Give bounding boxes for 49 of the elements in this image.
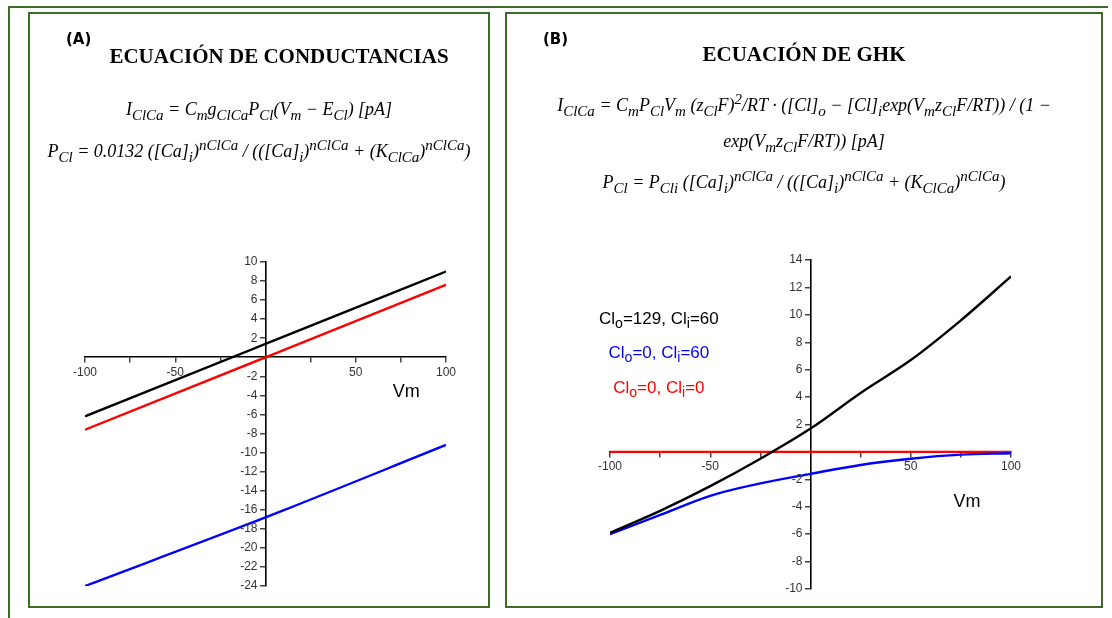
y-tick-label: -4 [791, 499, 803, 514]
chart-title: ECUACIÓN DE GHK [702, 42, 906, 66]
y-tick-label: -22 [240, 559, 258, 574]
y-tick-label: -24 [240, 578, 258, 593]
y-tick-label: -8 [246, 425, 258, 440]
text: Cl$_{o}$=0, Cl$_{i}$=60 [607, 342, 711, 368]
x-tick-label: 50 [904, 459, 918, 474]
x-tick-label: -50 [166, 364, 185, 379]
y-tick-label: -10 [785, 581, 803, 596]
y-tick-label: 12 [789, 279, 803, 294]
y-tick-label: -10 [240, 444, 258, 459]
y-tick-label: -20 [240, 540, 258, 555]
text: Cl$_{o}$=129, Cl$_{i}$=60 [599, 308, 719, 334]
y-tick-label: 10 [244, 254, 258, 269]
x-tick-label: -50 [701, 459, 720, 474]
text: P$_{Cl}$ = 0.0132 ([Ca]$_{i}$)$^{nClCa}$ / (([Ca]$_{i}$)$^{nClCa}$ + (K$_{ClCa}$)$^{nClCa}$) [47, 136, 471, 165]
text: (B) [543, 30, 569, 48]
y-tick-label: 14 [789, 252, 803, 267]
y-tick-label: 8 [250, 273, 258, 288]
x-axis-title: Vm [392, 381, 420, 402]
y-tick-label: -8 [791, 553, 803, 568]
x-tick-label: 50 [349, 364, 363, 379]
y-tick-label: -2 [246, 368, 258, 383]
text: (A) [66, 30, 92, 48]
y-tick-label: 8 [795, 334, 803, 349]
y-tick-label: 6 [795, 361, 803, 376]
y-tick-label: -12 [240, 463, 258, 478]
y-tick-label: 6 [250, 292, 258, 307]
x-tick-label: 100 [1000, 459, 1022, 474]
x-axis-title: Vm [953, 490, 981, 511]
y-tick-label: 2 [795, 416, 803, 431]
chart-title: ECUACIÓN DE CONDUCTANCIAS [109, 44, 449, 68]
y-tick-label: -6 [791, 526, 803, 541]
text: I$_{ClCa}$ = C$_{m}$g$_{ClCa}$P$_{Cl}$(V$_{m}$ − E$_{Cl}$) [pA] [125, 99, 393, 123]
x-tick-label: -100 [597, 459, 623, 474]
y-tick-label: -16 [240, 502, 258, 517]
y-tick-label: -4 [246, 387, 258, 402]
x-tick-label: 100 [435, 364, 457, 379]
text: P$_{Cl}$ = P$_{Cli}$ ([Ca]$_{i}$)$^{nClCa}$ / (([Ca]$_{i}$)$^{nClCa}$ + (K$_{ClCa}$)$^{nClCa}$) [602, 168, 1006, 196]
y-tick-label: -18 [240, 521, 258, 536]
text: I$_{ClCa}$ = C$_{m}$P$_{Cl}$V$_{m}$ (z$_{Cl}$F)$^{2}$/RT · ([Cl]$_{o}$ − [Cl]$_{i}$exp(V$_{m}$z$_{Cl}$F/RT)) / (1 − exp(V$_{m}$z$_{Cl}$F/RT)) [pA] [557, 91, 1051, 155]
x-tick-label: -100 [72, 364, 98, 379]
y-tick-label: 4 [795, 389, 803, 404]
text: Cl$_{o}$=0, Cl$_{i}$=0 [612, 376, 706, 403]
y-tick-label: 10 [789, 307, 803, 322]
y-tick-label: 2 [250, 330, 258, 345]
y-tick-label: 4 [250, 311, 258, 326]
y-tick-label: -6 [246, 406, 258, 421]
y-tick-label: -14 [240, 483, 258, 498]
